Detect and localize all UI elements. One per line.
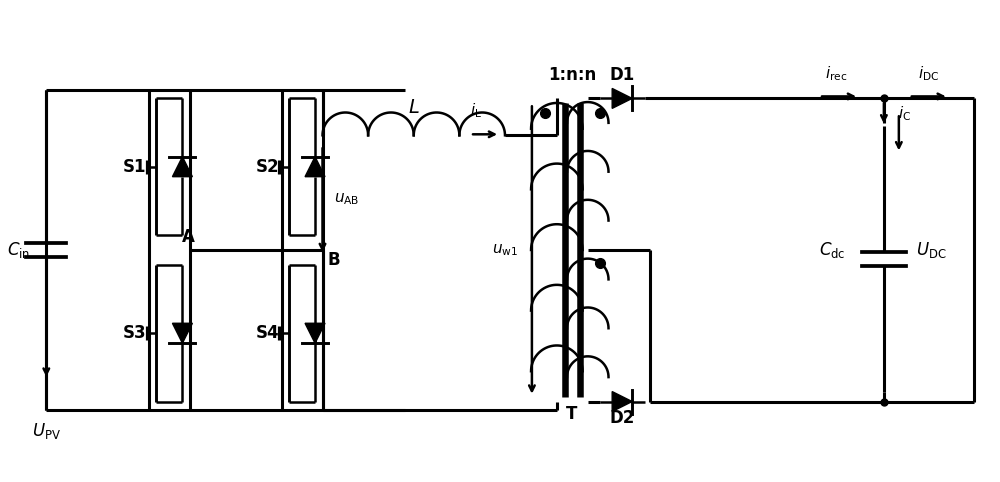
Text: S1: S1 xyxy=(123,158,146,176)
Text: $i_{\rm DC}$: $i_{\rm DC}$ xyxy=(918,65,939,83)
Text: $C_{\rm dc}$: $C_{\rm dc}$ xyxy=(819,240,845,260)
Text: $i_{\rm rec}$: $i_{\rm rec}$ xyxy=(825,65,847,83)
Text: S3: S3 xyxy=(123,324,146,342)
Text: $u_{\rm w1}$: $u_{\rm w1}$ xyxy=(492,242,518,258)
Text: S2: S2 xyxy=(255,158,279,176)
Polygon shape xyxy=(612,88,632,108)
Text: S4: S4 xyxy=(255,324,279,342)
Polygon shape xyxy=(172,157,192,177)
Text: D2: D2 xyxy=(609,410,635,428)
Text: 1:n:n: 1:n:n xyxy=(548,67,596,84)
Text: $i_{\rm C}$: $i_{\rm C}$ xyxy=(898,105,911,123)
Text: B: B xyxy=(327,251,340,269)
Text: $C_{\rm in}$: $C_{\rm in}$ xyxy=(7,240,30,260)
Text: $i_{\rm L}$: $i_{\rm L}$ xyxy=(470,101,482,120)
Text: T: T xyxy=(566,405,577,424)
Text: $u_{\rm AB}$: $u_{\rm AB}$ xyxy=(334,192,360,207)
Text: D1: D1 xyxy=(610,67,635,84)
Polygon shape xyxy=(172,323,192,343)
Polygon shape xyxy=(305,157,325,177)
Text: $U_{\rm PV}$: $U_{\rm PV}$ xyxy=(32,421,61,442)
Text: $L$: $L$ xyxy=(408,98,420,118)
Polygon shape xyxy=(305,323,325,343)
Polygon shape xyxy=(612,391,632,412)
Text: A: A xyxy=(182,228,195,246)
Text: $U_{\rm DC}$: $U_{\rm DC}$ xyxy=(916,240,946,260)
